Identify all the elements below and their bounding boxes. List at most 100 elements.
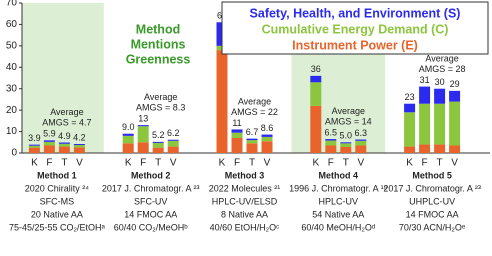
- bar-segment: [246, 138, 258, 141]
- method-label: 70/30 ACN/H₂Oᵉ: [399, 222, 466, 232]
- bar-segment: [28, 147, 40, 153]
- bar-segment: [449, 101, 461, 146]
- average-annotation: AMGS = 22: [231, 107, 278, 117]
- method-label: UHPLC-UV: [409, 196, 455, 206]
- bar-segment: [434, 88, 446, 104]
- method-label: 14 FMOC AA: [124, 209, 177, 219]
- x-tick-label: K: [406, 158, 413, 169]
- total-label: 36: [311, 64, 321, 74]
- total-label: 31: [420, 75, 430, 85]
- bar-segment: [449, 145, 461, 153]
- average-annotation: Average: [238, 96, 271, 106]
- bar-segment: [340, 143, 352, 147]
- bar-segment: [122, 133, 134, 136]
- method-label: 2017 J. Chromatogr. A ²³: [102, 183, 200, 193]
- x-tick-label: T: [155, 158, 161, 169]
- x-tick-label: V: [451, 158, 458, 169]
- method-label: 14 FMOC AA: [406, 209, 459, 219]
- bar-segment: [152, 147, 164, 153]
- method-label: 54 Native AA: [312, 209, 364, 219]
- y-tick-label: 20: [6, 105, 18, 116]
- legend-entry: Cumulative Energy Demand (C): [262, 22, 449, 36]
- bar-segment: [246, 140, 258, 144]
- method-label: 20 Native AA: [31, 209, 83, 219]
- average-annotation: AMGS = 28: [419, 64, 466, 74]
- total-label: 6.7: [246, 127, 259, 137]
- method-label: 60/40 MeOH/H₂Oᵈ: [301, 222, 376, 232]
- bar-segment: [73, 145, 85, 148]
- bar-segment: [419, 86, 431, 104]
- bar-segment: [167, 140, 179, 147]
- bar-segment: [167, 139, 179, 141]
- bar-segment: [28, 145, 40, 148]
- bar-segment: [58, 143, 70, 147]
- bar-segment: [261, 136, 273, 142]
- bar-segment: [167, 146, 179, 153]
- x-tick-label: F: [234, 158, 240, 169]
- x-tick-label: K: [125, 158, 132, 169]
- bar-segment: [152, 142, 164, 148]
- method-label: 1996 J. Chromatogr. A ¹⁸: [289, 183, 388, 193]
- method-label: 40/60 EtOH/H₂Oᶜ: [210, 222, 280, 232]
- method-label: 75-45/25-55 CO₂/EtOHᵃ: [9, 222, 106, 232]
- bar-segment: [310, 105, 322, 153]
- bar-segment: [355, 139, 367, 141]
- bar-segment: [404, 112, 416, 147]
- x-tick-label: V: [170, 158, 177, 169]
- bar-segment: [419, 144, 431, 153]
- x-tick-label: F: [328, 158, 334, 169]
- method-label: Method 5: [412, 170, 452, 180]
- bar-segment: [434, 144, 446, 153]
- total-label: 3.9: [28, 133, 41, 143]
- y-tick-label: 30: [6, 83, 18, 94]
- bar-segment: [340, 147, 352, 153]
- x-tick-label: V: [76, 158, 83, 169]
- total-label: 23: [405, 92, 415, 102]
- x-tick-label: K: [219, 158, 226, 169]
- total-label: 6.3: [355, 128, 368, 138]
- bar-segment: [43, 145, 55, 153]
- total-label: 5.0: [340, 131, 353, 141]
- method-label: Method 4: [319, 170, 359, 180]
- bar-segment: [216, 50, 228, 154]
- method-label: 2022 Molecules ²¹: [209, 183, 281, 193]
- bar-segment: [355, 140, 367, 146]
- highlight-region: [22, 3, 104, 153]
- method-label: 2017 J. Chromatogr. A ²³: [383, 183, 481, 193]
- greenness-note: Greenness: [126, 52, 191, 66]
- method-label: Method 1: [37, 170, 77, 180]
- total-label: 8.6: [261, 123, 274, 133]
- bar-segment: [58, 146, 70, 153]
- average-annotation: AMGS = 4.7: [42, 118, 91, 128]
- bar-segment: [434, 103, 446, 145]
- method-label: SFC-UV: [134, 196, 168, 206]
- x-tick-label: K: [31, 158, 38, 169]
- y-tick-label: 10: [6, 126, 18, 137]
- x-tick-label: T: [249, 158, 255, 169]
- bar-segment: [404, 103, 416, 113]
- method-label: SFC-MS: [40, 196, 75, 206]
- bar-segment: [122, 143, 134, 153]
- y-tick-label: 40: [6, 62, 18, 73]
- bar-segment: [122, 135, 134, 144]
- greenness-note: Method: [136, 22, 180, 36]
- legend-entry: Instrument Power (E): [292, 38, 418, 52]
- y-tick-label: 60: [6, 19, 18, 30]
- method-label: HPLC-UV: [319, 196, 359, 206]
- bar-segment: [43, 141, 55, 146]
- total-label: 6.2: [167, 128, 180, 138]
- total-label: 13: [138, 114, 148, 124]
- x-tick-label: F: [422, 158, 428, 169]
- bar-segment: [137, 142, 149, 153]
- bar-segment: [449, 90, 461, 102]
- x-tick-label: F: [46, 158, 52, 169]
- bar-segment: [310, 75, 322, 83]
- total-label: 5.9: [43, 129, 56, 139]
- bar-segment: [73, 144, 85, 146]
- legend-box: [221, 1, 489, 55]
- x-tick-label: V: [264, 158, 271, 169]
- bar-segment: [340, 142, 352, 144]
- x-tick-label: V: [357, 158, 364, 169]
- total-label: 6.5: [325, 127, 338, 137]
- method-label: Method 3: [225, 170, 265, 180]
